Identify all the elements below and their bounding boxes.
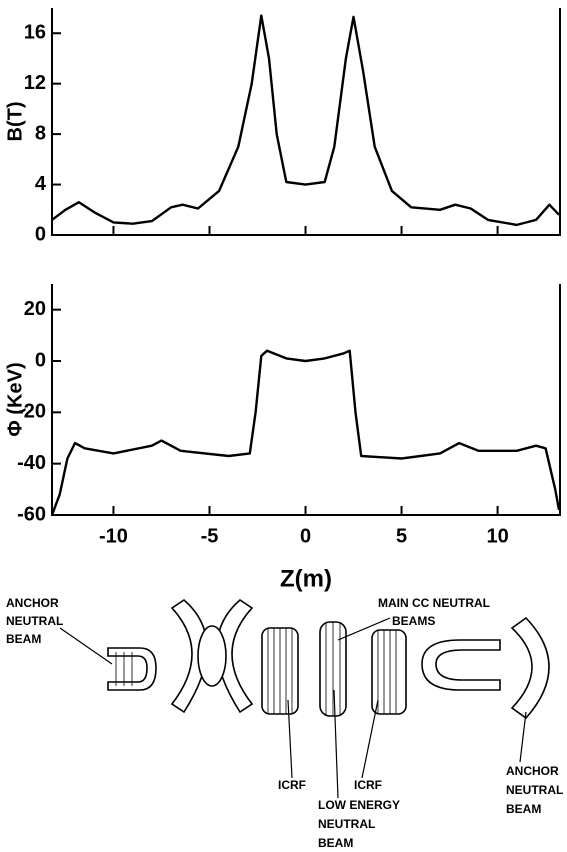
coil-hatch — [115, 652, 133, 686]
y-tick-label: 8 — [35, 122, 46, 144]
label-line: ICRF — [354, 778, 382, 792]
y-tick-label: 12 — [24, 72, 46, 94]
anchor-core — [197, 625, 227, 687]
y-tick-label: 16 — [24, 22, 46, 44]
y-axis-label: B(T) — [4, 102, 26, 142]
y-axis-label: Φ (KeV) — [4, 362, 26, 436]
label-line: LOW ENERGY — [318, 798, 400, 812]
coil-hatch — [377, 630, 397, 714]
coil-hatch — [267, 628, 293, 714]
x-tick-label: 5 — [396, 525, 407, 547]
label-line: BEAMS — [392, 614, 435, 628]
label-line: BEAM — [6, 632, 41, 646]
x-tick-label: -5 — [201, 525, 219, 547]
y-tick-label: 4 — [35, 173, 47, 195]
anchor-coil — [107, 647, 157, 691]
pointer — [59, 617, 527, 799]
x-tick-label: -10 — [99, 525, 128, 547]
label-line: ANCHOR — [6, 596, 59, 610]
label-line: NEUTRAL — [506, 783, 563, 797]
anchor-coil — [421, 639, 501, 691]
coil-hatch — [325, 622, 341, 716]
axis-frame — [51, 284, 561, 516]
x-tick-label: 10 — [486, 525, 508, 547]
anchor-coil — [216, 598, 254, 714]
device-diagram: ANCHOR NEUTRAL BEAM MAIN CC NEUTRAL BEAM… — [6, 596, 563, 850]
label-line: MAIN CC NEUTRAL — [378, 596, 490, 610]
label-line: BEAM — [318, 836, 353, 850]
data-line — [50, 349, 561, 516]
label-line: NEUTRAL — [6, 614, 63, 628]
axis-frame — [51, 8, 561, 236]
y-tick-label: -60 — [17, 503, 46, 525]
y-tick-label: -40 — [17, 452, 46, 474]
anchor-coil — [510, 616, 550, 720]
y-tick-label: 20 — [24, 298, 46, 320]
y-tick-label: 0 — [35, 349, 46, 371]
label-line: ICRF — [278, 778, 306, 792]
x-axis-label: Z(m) — [280, 565, 332, 592]
data-line — [51, 14, 560, 227]
x-tick-label: 0 — [300, 525, 311, 547]
y-tick-label: 0 — [35, 223, 46, 245]
label-line: BEAM — [506, 802, 541, 816]
label-line: ANCHOR — [506, 764, 559, 778]
anchor-coil — [170, 598, 208, 714]
y-tick-label: -20 — [17, 401, 46, 423]
solenoid-coil — [371, 629, 407, 715]
label-line: NEUTRAL — [318, 817, 375, 831]
